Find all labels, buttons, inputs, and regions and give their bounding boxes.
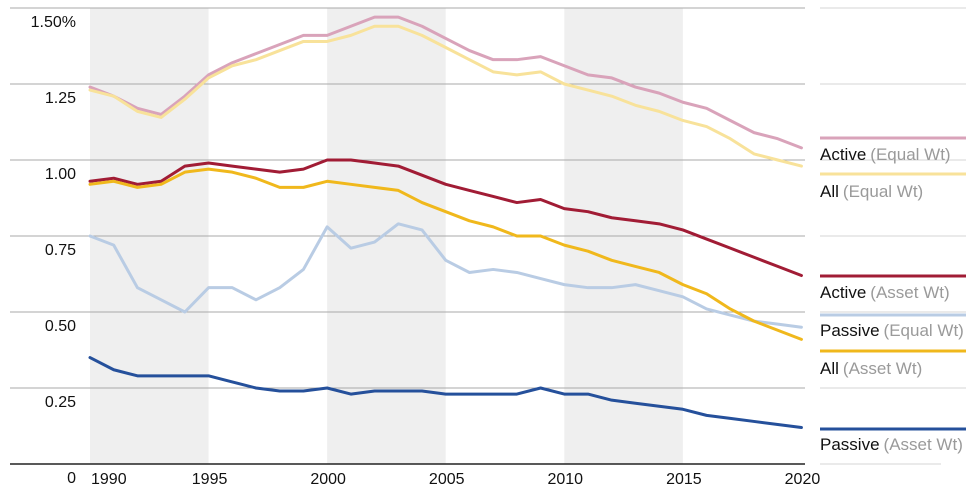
- y-tick-label: 0: [67, 470, 76, 487]
- legend-qualifier: (Asset Wt): [870, 283, 949, 302]
- legend-label-all-equal: All (Equal Wt): [820, 182, 923, 201]
- series-line-passive-equal: [88, 222, 803, 329]
- series-line-all-equal: [88, 24, 803, 168]
- legend-label-passive-equal: Passive (Equal Wt): [820, 321, 964, 340]
- x-tick-label: 2020: [785, 471, 821, 488]
- legend: Active (Equal Wt)All (Equal Wt)Active (Asse…: [820, 136, 966, 454]
- legend-name: Active: [820, 145, 866, 164]
- series-line-active-asset: [88, 158, 803, 278]
- x-tick-label: 2005: [429, 471, 465, 488]
- axes: 1990 1995 2000 2005 2010 2015 2020: [10, 463, 941, 488]
- grid-lines: 1.50% 1.25 1.00 0.75 0.50 0.25 0: [10, 7, 966, 487]
- x-tick-label: 1995: [192, 471, 228, 488]
- series-line-active-equal: [88, 15, 803, 150]
- legend-qualifier: (Equal Wt): [884, 321, 964, 340]
- legend-qualifier: (Equal Wt): [843, 182, 923, 201]
- legend-qualifier: (Asset Wt): [884, 435, 963, 454]
- y-tick-label: 0.25: [45, 394, 76, 411]
- legend-label-all-asset: All (Asset Wt): [820, 359, 922, 378]
- series-line-all-asset: [88, 167, 803, 341]
- y-tick-label: 1.50%: [31, 14, 76, 31]
- x-tick-label: 2010: [547, 471, 583, 488]
- legend-qualifier: (Equal Wt): [870, 145, 950, 164]
- legend-qualifier: (Asset Wt): [843, 359, 922, 378]
- x-tick-label: 2000: [310, 471, 346, 488]
- y-tick-label: 1.25: [45, 90, 76, 107]
- y-tick-label: 0.50: [45, 318, 76, 335]
- legend-name: All: [820, 359, 839, 378]
- legend-label-active-asset: Active (Asset Wt): [820, 283, 950, 302]
- x-tick-label: 2015: [666, 471, 702, 488]
- legend-name: Passive: [820, 321, 880, 340]
- legend-name: Passive: [820, 435, 880, 454]
- legend-label-passive-asset: Passive (Asset Wt): [820, 435, 963, 454]
- legend-label-active-equal: Active (Equal Wt): [820, 145, 951, 164]
- y-tick-label: 1.00: [45, 166, 76, 183]
- x-tick-label: 1990: [91, 471, 127, 488]
- legend-name: All: [820, 182, 839, 201]
- legend-name: Active: [820, 283, 866, 302]
- series-lines: [88, 15, 803, 430]
- series-line-passive-asset: [88, 356, 803, 430]
- y-tick-label: 0.75: [45, 242, 76, 259]
